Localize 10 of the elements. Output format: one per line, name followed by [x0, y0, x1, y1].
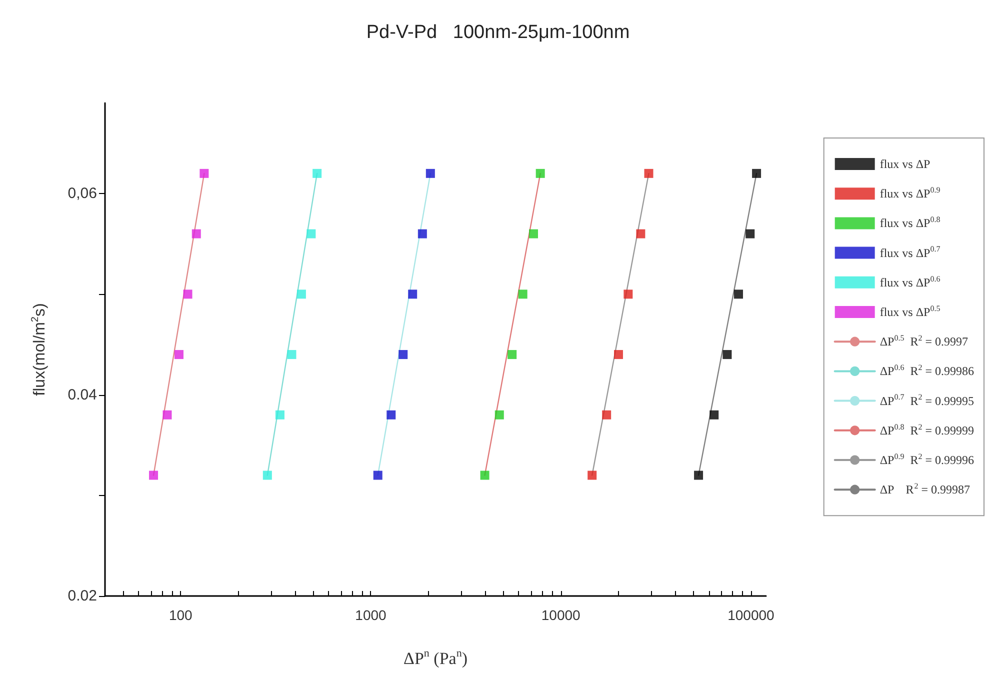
y-tick-label: 0,06 — [68, 185, 97, 202]
legend-label: flux vs ΔP — [880, 157, 931, 171]
x-tick-label: 10000 — [541, 607, 581, 623]
y-tick-label: 0.02 — [68, 588, 97, 604]
y-tick-label: 0.04 — [68, 386, 97, 404]
x-tick-label: 100 — [168, 607, 193, 623]
x-tick-label: 1000 — [355, 607, 387, 623]
x-tick-label: 100000 — [728, 607, 775, 623]
y-axis-title: flux(mol/m2s) — [30, 303, 49, 396]
chart-title: Pd-V-Pd 100nm-25μm-100nm — [366, 22, 630, 43]
